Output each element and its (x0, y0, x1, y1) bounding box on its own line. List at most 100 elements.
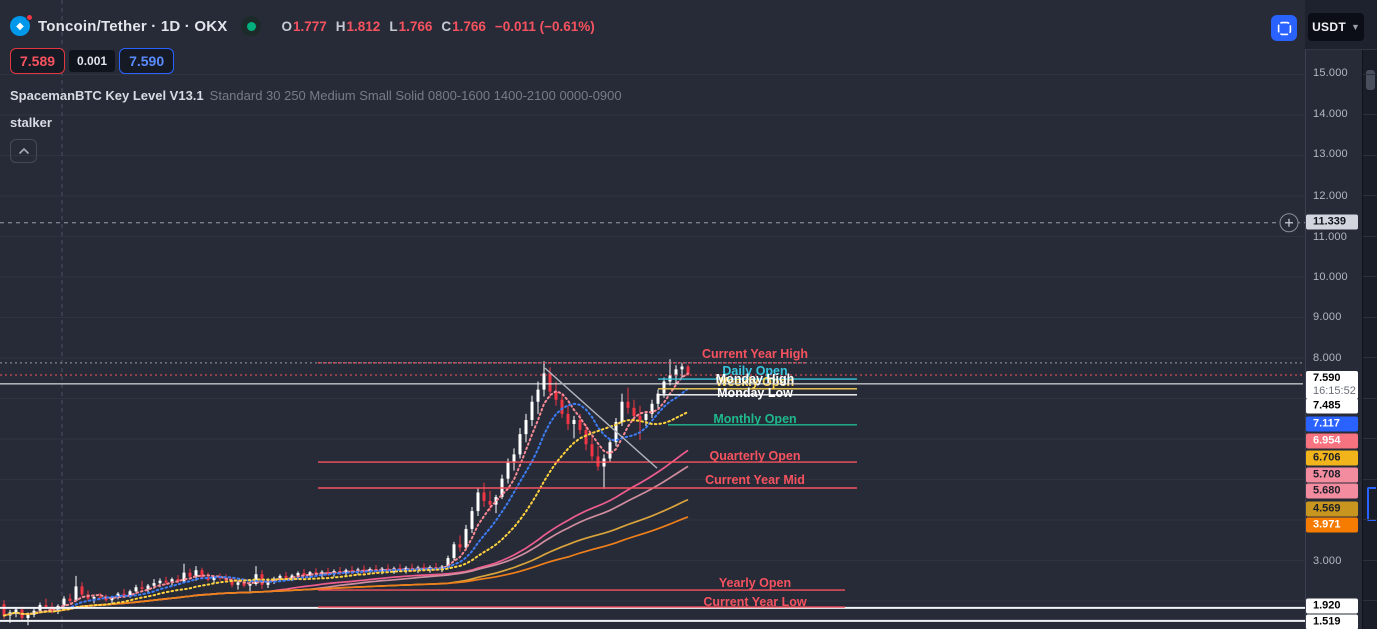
price-axis[interactable]: 15.000 14.000 13.000 12.000 11.339 11.000 10.0… (1305, 0, 1362, 629)
candle-body (32, 610, 36, 615)
scrollbar-thumb[interactable] (1366, 70, 1375, 90)
candle-body (44, 605, 48, 607)
candle-body (140, 587, 144, 589)
maximize-chart-button[interactable] (1271, 15, 1297, 41)
indicator2-name[interactable]: stalker (10, 115, 52, 130)
candle-body (656, 393, 660, 404)
candle-body (638, 415, 642, 420)
price-axis-label: 3.971 (1306, 517, 1358, 533)
strip-tick (1363, 74, 1377, 75)
candle-body (308, 572, 312, 576)
strip-tick (1363, 560, 1377, 561)
candle-body (170, 579, 174, 583)
candle-body (278, 575, 282, 579)
currency-dropdown[interactable]: USDT ▼ (1308, 13, 1364, 41)
key-level-label: Weekly Open (716, 375, 794, 389)
price-axis-label: 1.519 (1306, 614, 1358, 629)
candles (2, 359, 690, 626)
price-axis-label: 7.485 (1306, 398, 1358, 414)
candle-body (212, 576, 216, 580)
notification-dot-icon (26, 14, 33, 21)
candle-body (632, 407, 636, 416)
candle-body (608, 442, 612, 459)
candle-body (188, 572, 192, 577)
candle-body (422, 567, 426, 570)
candle-body (92, 596, 96, 599)
candle-body (548, 373, 552, 392)
candle-body (248, 583, 252, 586)
low-value: 1.766 (398, 18, 433, 34)
candle-body (512, 454, 516, 463)
last-price-countdown: 7.590 16:15:52 (1306, 371, 1358, 399)
symbol-title[interactable]: Toncoin/Tether · 1D · OKX (38, 17, 228, 35)
close-label: C (441, 18, 452, 34)
trendline[interactable] (544, 367, 658, 469)
key-level-label: Monday Low (717, 386, 793, 400)
market-status-icon[interactable] (241, 16, 262, 36)
indicator-legend-row[interactable]: SpacemanBTC Key Level V13.1 Standard 30 2… (10, 88, 622, 103)
candle-body (560, 399, 564, 414)
candle-body (590, 444, 594, 457)
strip-tick (1363, 398, 1377, 399)
price-axis-label: 7.117 (1306, 416, 1358, 432)
candle-body (206, 577, 210, 580)
candle-body (662, 381, 666, 394)
open-value: 1.777 (292, 18, 327, 34)
indicator2-legend-row[interactable]: stalker (10, 115, 622, 130)
add-alert-plus-button[interactable] (1279, 213, 1299, 233)
candle-body (530, 401, 534, 420)
strip-tick (1363, 479, 1377, 480)
candle-body (344, 570, 348, 573)
sell-button[interactable]: 7.589 (10, 47, 66, 74)
candle-body (476, 492, 480, 512)
ma-dotted-fast-blue (3, 387, 689, 617)
strip-tick (1363, 276, 1377, 277)
candle-body (536, 389, 540, 402)
price-axis-label: 11.000 (1313, 231, 1348, 243)
candle-body (584, 430, 588, 445)
price-axis-label: 15.000 (1313, 67, 1348, 79)
strip-tick (1363, 438, 1377, 439)
price-axis-label: 8.000 (1313, 352, 1342, 364)
key-level-label: Current Year Mid (705, 473, 805, 487)
key-level-label: Daily Open (722, 364, 787, 378)
right-scroll-strip[interactable] (1362, 0, 1377, 629)
spread-value: 0.001 (69, 49, 116, 72)
candle-body (194, 570, 198, 577)
indicator-name[interactable]: SpacemanBTC Key Level V13.1 (10, 88, 204, 103)
crosshair-price: 11.339 (1306, 214, 1358, 230)
candle-body (572, 419, 576, 425)
candle-body (236, 582, 240, 585)
candle-body (2, 604, 6, 616)
price-axis-label: 12.000 (1313, 190, 1348, 202)
candle-body (686, 366, 690, 375)
candle-body (104, 597, 108, 601)
candle-body (128, 591, 132, 596)
candle-body (518, 434, 522, 455)
candle-body (482, 492, 486, 501)
key-level-label: Monthly Open (713, 412, 796, 426)
candle-body (674, 369, 678, 376)
price-axis-label: 6.954 (1306, 433, 1358, 449)
buy-button[interactable]: 7.590 (119, 47, 175, 74)
ohlc-values: O1.777 H1.812 L1.766 C1.766 −0.011 (−0.6… (281, 19, 594, 34)
chevron-up-icon (18, 148, 29, 154)
candle-body (122, 593, 126, 596)
scrollbar-blue-marker[interactable] (1367, 487, 1376, 521)
candle-body (458, 544, 462, 548)
candle-body (680, 366, 684, 370)
candle-body (290, 575, 294, 578)
price-axis-label: 3.000 (1313, 555, 1342, 567)
indicator-params: Standard 30 250 Medium Small Solid 0800-… (209, 88, 622, 103)
collapse-legend-button[interactable] (10, 139, 37, 163)
candle-body (326, 571, 330, 574)
candle-body (464, 528, 468, 548)
key-level-label: Monday High (716, 372, 794, 386)
candle-body (14, 609, 18, 613)
candle-body (230, 580, 234, 585)
price-axis-label: 14.000 (1313, 108, 1348, 120)
ma-line-rose (3, 449, 689, 617)
strip-tick (1363, 519, 1377, 520)
candle-body (296, 573, 300, 576)
